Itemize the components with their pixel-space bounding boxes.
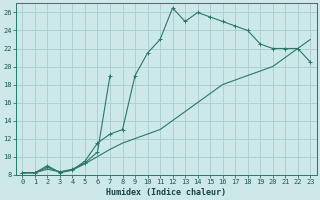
X-axis label: Humidex (Indice chaleur): Humidex (Indice chaleur) [106, 188, 226, 197]
